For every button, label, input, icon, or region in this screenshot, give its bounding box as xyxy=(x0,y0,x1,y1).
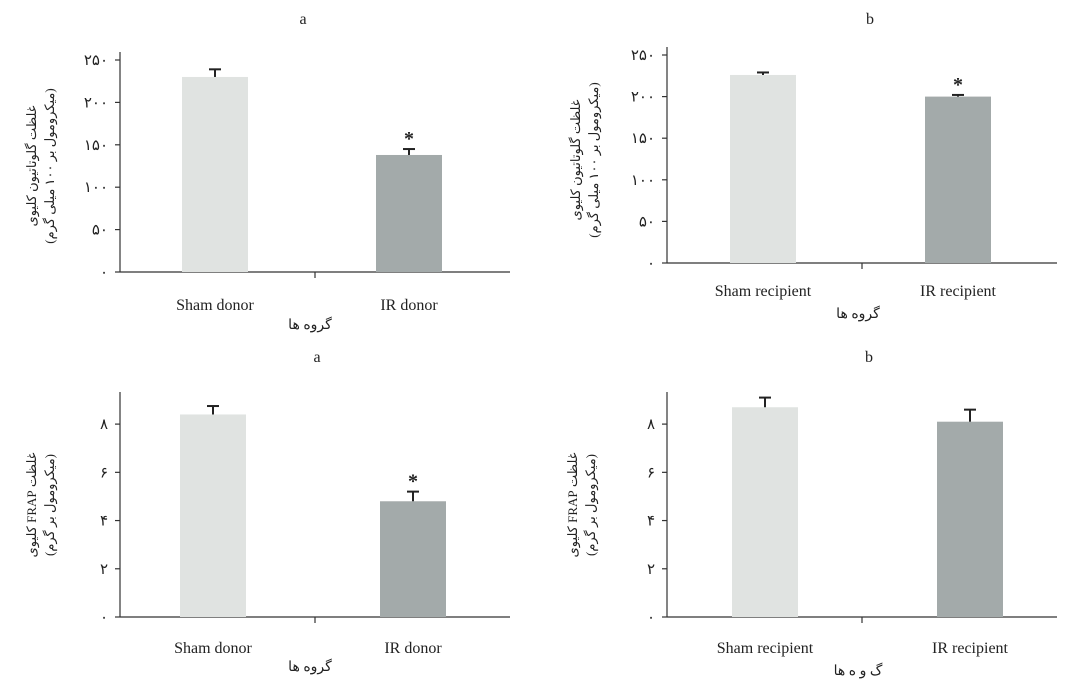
panel-2-x-axis-label: گروه ها xyxy=(836,305,880,322)
panel-1-y-tick-label: ۰ xyxy=(100,265,108,281)
panel-2-bar-1 xyxy=(730,74,796,263)
panel-4-y-tick-label: ۴ xyxy=(647,514,655,530)
panel-1-panel-label: a xyxy=(299,11,306,28)
panel-2-bar-2 xyxy=(925,96,991,263)
panel-2-y-tick-label: ۲۵۰ xyxy=(631,48,655,64)
panel-2-y-tick-label: ۰ xyxy=(647,256,655,272)
panel-3-category-label-2: IR donor xyxy=(384,640,442,657)
panel-4-x-axis-label: گ و ه ها xyxy=(834,662,883,679)
panel-1-y-axis-title: غلظت گلوتاتیون کلیوی xyxy=(24,105,40,226)
panel-3-y-axis-units: (میکرومول بر گرم) xyxy=(42,454,58,556)
panel-3-bar-1 xyxy=(180,414,246,617)
panel-3-category-label-1: Sham donor xyxy=(174,640,252,657)
panel-3-y-tick-label: ۲ xyxy=(100,562,108,578)
panel-1-y-axis-label: غلظت گلوتاتیون کلیوی (میکرومول بر ۱۰۰ میل… xyxy=(24,88,58,243)
panel-2-y-tick-label: ۵۰ xyxy=(639,214,655,230)
panel-3-y-tick-label: ۸ xyxy=(100,417,108,433)
panel-3-panel-label: a xyxy=(313,349,320,366)
panel-1-x-axis-label: گروه ها xyxy=(288,316,332,333)
panel-2-y-axis-title: غلظت گلوتاتیون کلیوی xyxy=(568,99,584,220)
panel-3-y-axis-title: غلظت FRAP کلیوی xyxy=(24,452,40,557)
panel-2-y-axis-units: (میکرومول بر ۱۰۰ میلی گرم) xyxy=(586,82,602,237)
panel-4-y-tick-label: ۰ xyxy=(647,610,655,626)
panel-4-category-label-2: IR recipient xyxy=(932,640,1009,657)
panel-2-y-tick-label: ۱۰۰ xyxy=(631,173,655,189)
panel-1-y-tick-label: ۱۰۰ xyxy=(84,180,108,196)
panel-2-significance-star: * xyxy=(953,74,963,96)
panel-4-y-tick-label: ۶ xyxy=(647,465,655,481)
panel-1-y-tick-label: ۱۵۰ xyxy=(84,138,108,154)
panel-3-significance-star: * xyxy=(408,471,418,493)
panel-4-bar-1 xyxy=(732,407,798,617)
panel-3-bar-2 xyxy=(380,501,446,617)
panel-4-bar-2 xyxy=(937,421,1003,617)
panel-2-category-label-2: IR recipient xyxy=(920,283,997,300)
panel-1-category-label-2: IR donor xyxy=(380,297,438,314)
panel-4-panel-label: b xyxy=(865,349,873,366)
panel-1-y-tick-label: ۵۰ xyxy=(92,223,108,239)
panel-1-bar-1 xyxy=(182,76,248,273)
panel-1-y-axis-units: (میکرومول بر ۱۰۰ میلی گرم) xyxy=(42,88,58,243)
panel-3-x-axis-label: گروه ها xyxy=(288,658,332,675)
panel-1-y-tick-label: ۲۵۰ xyxy=(84,53,108,69)
panel-4-y-axis-label: غلظت FRAP کلیوی (میکرومول بر گرم) xyxy=(565,452,599,557)
panel-4-y-axis-units: (میکرومول بر گرم) xyxy=(583,454,599,556)
panel-2-category-label-1: Sham recipient xyxy=(715,283,812,300)
panel-3-y-tick-label: ۰ xyxy=(100,610,108,626)
panel-4-y-tick-label: ۸ xyxy=(647,417,655,433)
panel-4-y-tick-label: ۲ xyxy=(647,562,655,578)
panel-1-bar-2 xyxy=(376,154,442,272)
panel-3-y-tick-label: ۴ xyxy=(100,514,108,530)
panel-3-y-tick-label: ۶ xyxy=(100,465,108,481)
panel-3-y-axis-label: غلظت FRAP کلیوی (میکرومول بر گرم) xyxy=(24,452,58,557)
panel-4-y-axis-title: غلظت FRAP کلیوی xyxy=(565,452,581,557)
panel-1-significance-star: * xyxy=(404,128,414,150)
panel-4-category-label-1: Sham recipient xyxy=(717,640,814,657)
panel-1-category-label-1: Sham donor xyxy=(176,297,254,314)
panel-2-y-tick-label: ۲۰۰ xyxy=(631,90,655,106)
panel-2-panel-label: b xyxy=(866,11,874,28)
panel-1-y-tick-label: ۲۰۰ xyxy=(84,95,108,111)
panel-2-y-tick-label: ۱۵۰ xyxy=(631,131,655,147)
panel-2-y-axis-label: غلظت گلوتاتیون کلیوی (میکرومول بر ۱۰۰ میل… xyxy=(568,82,602,237)
